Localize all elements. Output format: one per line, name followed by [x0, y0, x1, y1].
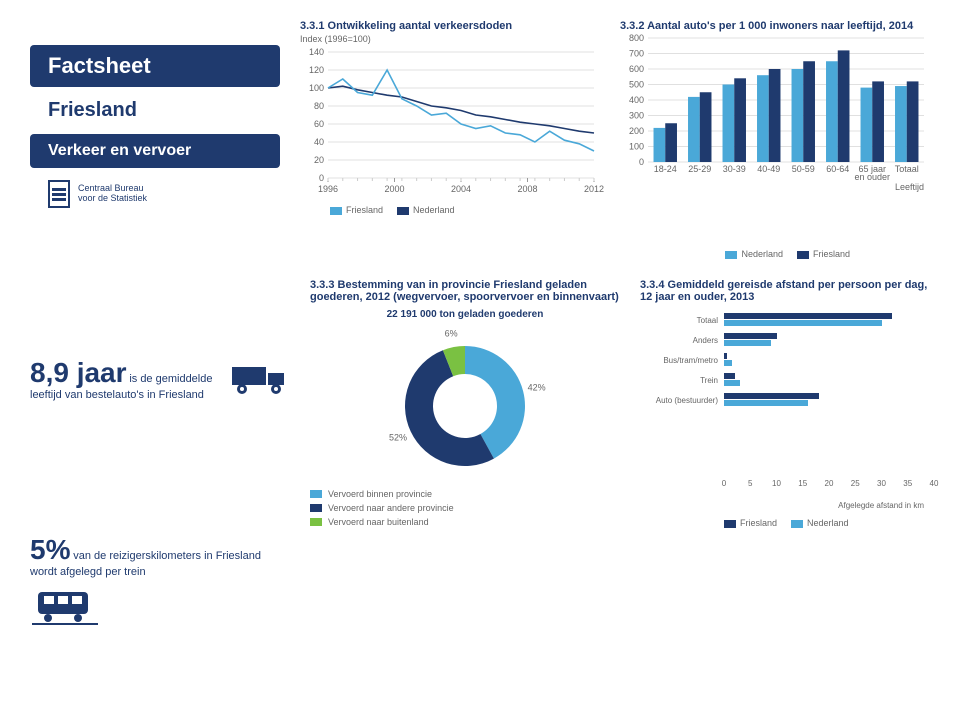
chart-333-legend: Vervoerd binnen provincie Vervoerd naar a… [310, 479, 620, 682]
stat-train-share: 5% van de reizigerskilometers in Friesla… [30, 479, 290, 682]
chart-334-hbar: 3.3.4 Gemiddeld gereisde afstand per per… [640, 279, 930, 479]
svg-text:40: 40 [314, 137, 324, 147]
chart-331-svg: 02040608010012014019962000200420082012 [300, 48, 600, 198]
hbar-row: Bus/tram/metro [640, 353, 930, 367]
svg-text:Leeftijd: Leeftijd [895, 182, 924, 192]
svg-text:2000: 2000 [384, 184, 404, 194]
hbar-row: Totaal [640, 313, 930, 327]
svg-text:140: 140 [309, 47, 324, 57]
truck-icon [230, 361, 290, 397]
svg-text:2008: 2008 [517, 184, 537, 194]
svg-text:2004: 2004 [451, 184, 471, 194]
svg-text:700: 700 [629, 49, 644, 59]
cbs-logo-icon [48, 180, 70, 208]
stat-vehicle-age: 8,9 jaar is de gemiddelde leeftijd van b… [30, 279, 290, 479]
svg-text:120: 120 [309, 65, 324, 75]
chart-331-legend: Friesland Nederland [300, 205, 600, 215]
svg-text:25-29: 25-29 [688, 164, 711, 174]
train-icon [30, 584, 100, 628]
svg-text:300: 300 [629, 111, 644, 121]
svg-text:50-59: 50-59 [792, 164, 815, 174]
svg-text:0: 0 [319, 173, 324, 183]
svg-text:80: 80 [314, 101, 324, 111]
cbs-logo-block: Centraal Bureau voor de Statistiek [30, 176, 280, 212]
svg-text:60: 60 [314, 119, 324, 129]
chart-332-legend: Nederland Friesland [30, 235, 930, 279]
svg-text:100: 100 [629, 142, 644, 152]
donut-legend-item: Vervoerd naar buitenland [310, 517, 620, 527]
svg-text:2012: 2012 [584, 184, 604, 194]
chart-334-title: 3.3.4 Gemiddeld gereisde afstand per per… [640, 279, 930, 303]
svg-text:30-39: 30-39 [723, 164, 746, 174]
donut-legend-item: Vervoerd naar andere provincie [310, 503, 620, 513]
chart-332-bar: 3.3.2 Aantal auto's per 1 000 inwoners n… [620, 20, 930, 235]
chart-333-total: 22 191 000 ton geladen goederen [310, 309, 620, 320]
svg-text:1996: 1996 [318, 184, 338, 194]
svg-text:en ouder: en ouder [854, 172, 890, 182]
svg-text:400: 400 [629, 95, 644, 105]
cbs-label: Centraal Bureau voor de Statistiek [78, 184, 147, 204]
svg-text:100: 100 [309, 83, 324, 93]
svg-text:200: 200 [629, 126, 644, 136]
svg-text:600: 600 [629, 64, 644, 74]
factsheet-badge: Factsheet [30, 45, 280, 87]
section-title: Verkeer en vervoer [30, 134, 280, 168]
chart-331-title: 3.3.1 Ontwikkeling aantal verkeersdoden [300, 20, 600, 32]
chart-333-svg: 42% 52% 6% [310, 326, 620, 486]
chart-331-subtitle: Index (1996=100) [300, 34, 600, 44]
svg-text:6%: 6% [445, 328, 458, 338]
region-title: Friesland [30, 95, 280, 126]
svg-text:Totaal: Totaal [895, 164, 919, 174]
svg-text:42%: 42% [528, 383, 546, 393]
svg-text:500: 500 [629, 80, 644, 90]
svg-text:60-64: 60-64 [826, 164, 849, 174]
chart-331-line: 3.3.1 Ontwikkeling aantal verkeersdoden … [300, 20, 600, 235]
stat-vehicle-age-value: 8,9 jaar [30, 357, 127, 388]
chart-333-title: 3.3.3 Bestemming van in provincie Friesl… [310, 279, 620, 303]
chart-333-donut: 3.3.3 Bestemming van in provincie Friesl… [310, 279, 620, 479]
svg-text:20: 20 [314, 155, 324, 165]
svg-text:800: 800 [629, 33, 644, 43]
hbar-row: Trein [640, 373, 930, 387]
svg-text:52%: 52% [389, 433, 407, 443]
header-panel: Factsheet Friesland Verkeer en vervoer C… [30, 20, 280, 235]
chart-334-axis-legend: 0510152025303540Afgelegde afstand in km … [640, 479, 930, 682]
hbar-row: Auto (bestuurder) [640, 393, 930, 407]
chart-332-title: 3.3.2 Aantal auto's per 1 000 inwoners n… [620, 20, 930, 32]
svg-text:18-24: 18-24 [654, 164, 677, 174]
donut-legend-item: Vervoerd binnen provincie [310, 489, 620, 499]
hbar-row: Anders [640, 333, 930, 347]
svg-text:0: 0 [639, 157, 644, 167]
stat-train-share-value: 5% [30, 534, 70, 565]
svg-text:40-49: 40-49 [757, 164, 780, 174]
chart-332-svg: 0 100 200 300 400 500 600 700 800 18-24 25-29 30-39… [620, 34, 930, 194]
